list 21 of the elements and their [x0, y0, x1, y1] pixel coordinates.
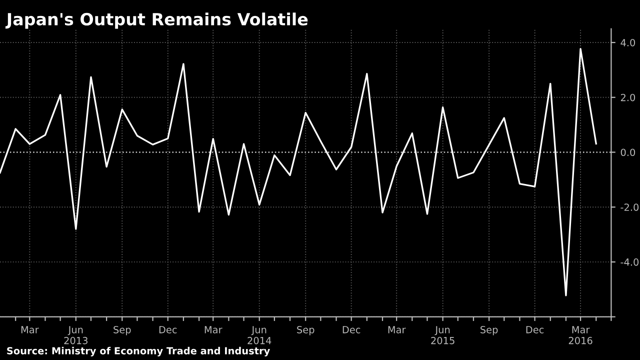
x-tick-label: Jun 2013 [64, 326, 88, 344]
y-tick-label: 0.0 [620, 148, 636, 156]
x-tick-label: Dec [159, 326, 177, 334]
x-tick-label: Mar [388, 326, 406, 334]
x-tick-label: Jun 2015 [431, 326, 454, 344]
x-tick-label: Dec [342, 326, 360, 334]
x-tick-label: Dec [526, 326, 544, 334]
x-tick-label: Mar [21, 326, 39, 334]
y-tick-label: -2.0 [620, 204, 639, 211]
source-note: Source: Ministry of Economy Trade and Industry [7, 346, 270, 356]
chart-title: Japan's Output Remains Volatile [5, 12, 308, 29]
line-series [0, 48, 597, 296]
x-tick-label: Sep [480, 326, 498, 336]
y-tick-label: 2.0 [620, 94, 636, 102]
x-tick-label: Sep [297, 326, 314, 336]
x-tick-label: Mar 2016 [568, 326, 592, 344]
y-tick-label: 4.0 [620, 38, 636, 46]
x-tick-label: Mar [204, 326, 222, 334]
y-tick-label: -4.0 [620, 258, 639, 266]
x-tick-label: Jun 2014 [248, 326, 272, 344]
x-tick-label: Sep [114, 326, 131, 336]
